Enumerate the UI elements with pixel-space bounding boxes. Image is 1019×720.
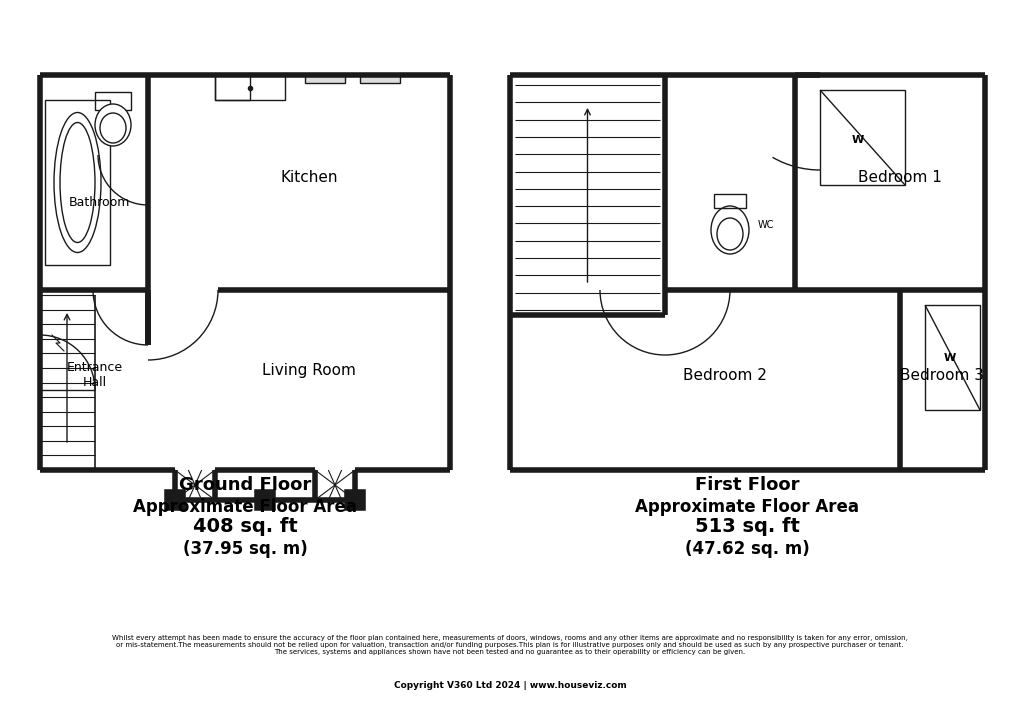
Text: WC: WC — [757, 220, 773, 230]
Bar — [924, 305, 979, 410]
Bar — [360, 75, 399, 83]
Text: (37.95 sq. m): (37.95 sq. m) — [182, 540, 307, 558]
Text: Entrance
Hall: Entrance Hall — [67, 361, 123, 389]
Bar — [257, 492, 273, 508]
Bar — [713, 194, 745, 208]
Text: Bedroom 1: Bedroom 1 — [857, 170, 941, 185]
Text: Ground Floor: Ground Floor — [178, 476, 311, 494]
Text: 513 sq. ft: 513 sq. ft — [694, 518, 799, 536]
Text: Bathroom: Bathroom — [68, 196, 129, 209]
Bar — [819, 90, 904, 185]
Bar — [215, 75, 284, 100]
Text: Whilst every attempt has been made to ensure the accuracy of the floor plan cont: Whilst every attempt has been made to en… — [112, 635, 907, 655]
Ellipse shape — [710, 206, 748, 254]
Ellipse shape — [95, 104, 130, 146]
Text: 408 sq. ft: 408 sq. ft — [193, 518, 298, 536]
Text: Approximate Floor Area: Approximate Floor Area — [635, 498, 859, 516]
Ellipse shape — [54, 112, 101, 253]
Bar — [167, 492, 182, 508]
Ellipse shape — [716, 218, 742, 250]
Text: W: W — [943, 353, 955, 363]
Text: Kitchen: Kitchen — [280, 170, 337, 185]
Bar — [215, 75, 250, 100]
Ellipse shape — [100, 113, 126, 143]
Text: Bedroom 2: Bedroom 2 — [683, 367, 766, 382]
Text: (47.62 sq. m): (47.62 sq. m) — [685, 540, 809, 558]
Text: Bedroom 3: Bedroom 3 — [900, 367, 983, 382]
Bar — [95, 92, 130, 110]
Text: First Floor: First Floor — [695, 476, 799, 494]
Text: Living Room: Living Room — [262, 362, 356, 377]
Text: Copyright V360 Ltd 2024 | www.houseviz.com: Copyright V360 Ltd 2024 | www.houseviz.c… — [393, 680, 626, 690]
Text: Approximate Floor Area: Approximate Floor Area — [132, 498, 357, 516]
Ellipse shape — [60, 122, 95, 243]
Bar — [45, 100, 110, 265]
Text: W: W — [851, 135, 863, 145]
Bar — [305, 75, 344, 83]
Bar — [346, 492, 363, 508]
